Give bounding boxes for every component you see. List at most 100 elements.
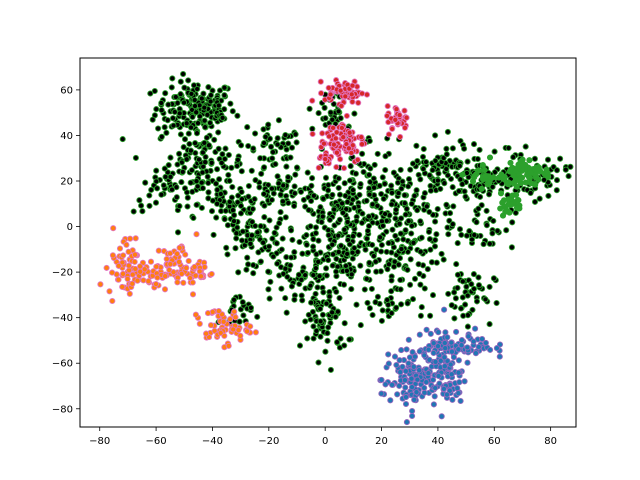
background-point [176,110,183,117]
background-point [258,170,265,177]
background-point [366,137,373,145]
background-point [229,183,236,191]
background-point [275,117,282,124]
background-point [282,295,289,302]
background-point [420,145,427,153]
red-point [320,140,328,147]
background-point [308,182,315,189]
y-axis: −80 −60 −40 −20 0 20 40 60 [52,85,80,415]
blue-point [426,356,433,363]
background-point [170,122,177,129]
blue-point [427,330,434,337]
blue-point [430,340,437,347]
background-point [456,226,464,233]
orange-point [115,276,122,283]
orange-point [153,263,160,270]
background-point [285,199,292,207]
red-point [358,134,365,141]
red-point [309,97,316,104]
background-point [279,235,286,242]
background-point [404,266,411,273]
orange-point [174,250,181,257]
background-point [304,335,311,342]
background-point [201,139,208,146]
background-point [486,321,493,328]
blue-point [423,379,430,386]
blue-point [402,368,409,375]
background-point [331,206,338,213]
orange-point [189,291,197,298]
green-point [481,167,488,174]
background-point [428,259,435,266]
background-point [289,236,296,243]
background-point [285,174,292,181]
background-point [190,82,198,89]
background-point [247,304,255,311]
red-point [401,124,409,131]
background-point [199,169,206,176]
background-point [341,320,348,327]
background-point [306,105,313,112]
blue-point [436,380,443,387]
background-point [238,237,246,244]
blue-point [396,357,403,364]
orange-point [127,235,134,242]
background-point [167,173,174,180]
background-point [363,197,370,204]
background-point [341,342,348,349]
green-point [486,154,494,161]
background-point [336,294,343,302]
background-point [348,286,355,293]
red-point [392,116,399,123]
background-point [426,172,433,179]
background-point [215,145,222,152]
background-point [280,270,287,277]
background-point [199,185,206,192]
background-point [309,125,316,132]
background-point [402,227,409,234]
blue-point [387,397,394,404]
background-point [248,167,255,174]
background-point [373,268,380,275]
background-point [185,77,192,84]
background-point [364,299,371,306]
background-point [351,244,358,252]
background-point [461,145,468,152]
background-point [470,271,477,278]
background-point [434,177,441,184]
background-point [432,157,439,164]
green-point [471,173,478,180]
background-point [284,273,291,280]
background-point [346,241,353,248]
orange-point [123,241,130,248]
background-point [119,136,126,143]
background-point [186,140,193,148]
background-point [544,156,552,163]
background-point [360,168,367,176]
orange-point [163,255,170,263]
background-point [421,190,428,197]
background-point [212,180,220,187]
background-point [250,145,257,152]
background-point [451,289,458,296]
background-point [372,299,379,306]
background-point [283,254,290,261]
background-point [260,139,268,147]
background-point [261,164,268,171]
background-point [457,305,465,312]
background-point [291,190,298,197]
green-point [498,171,505,178]
background-point [482,296,489,303]
red-point [384,112,391,119]
background-point [444,128,451,135]
background-point [268,185,275,192]
red-point [403,114,410,121]
background-point [531,198,539,205]
background-point [417,312,424,319]
background-point [443,165,450,173]
background-point [164,117,171,124]
background-point [177,78,184,85]
background-point [193,109,200,116]
background-point [283,309,290,316]
background-point [443,151,450,158]
